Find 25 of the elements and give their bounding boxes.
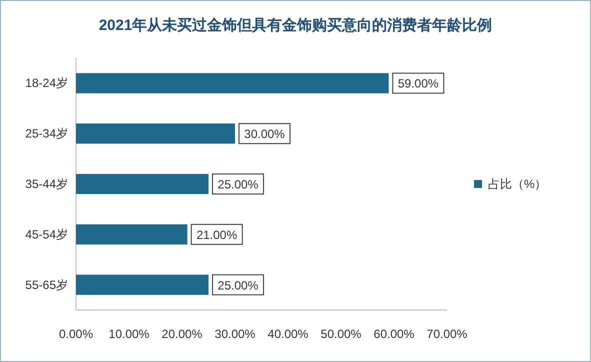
x-tick-label: 10.00% [108, 327, 150, 341]
y-tick-label: 25-34岁 [25, 126, 68, 141]
x-tick-label: 40.00% [268, 327, 309, 341]
chart-title: 2021年从未买过金饰但具有金饰购买意向的消费者年龄比例 [98, 17, 492, 34]
bar [76, 174, 208, 194]
text: 59.00% [398, 76, 439, 91]
text: 30.00% [244, 127, 285, 142]
x-tick-label: 70.00% [426, 327, 468, 341]
text: 21.00% [196, 228, 238, 242]
bar [76, 73, 389, 94]
x-tick-label: 0.00% [58, 327, 94, 341]
legend-label: 占比（%） [488, 177, 547, 191]
bar [76, 224, 188, 244]
bar [76, 274, 208, 295]
y-tick-label: 45-54岁 [25, 227, 68, 242]
text: 25.00% [218, 278, 258, 292]
y-tick-label: 55-65岁 [25, 278, 68, 292]
y-tick-label: 18-24岁 [25, 76, 68, 90]
x-tick-label: 20.00% [162, 327, 203, 341]
bar [76, 124, 235, 144]
text: 25.00% [218, 178, 258, 192]
x-tick-label: 60.00% [374, 327, 415, 341]
y-tick-label: 35-44岁 [25, 177, 68, 191]
x-tick-label: 30.00% [214, 327, 256, 341]
x-tick-label: 50.00% [320, 327, 362, 341]
